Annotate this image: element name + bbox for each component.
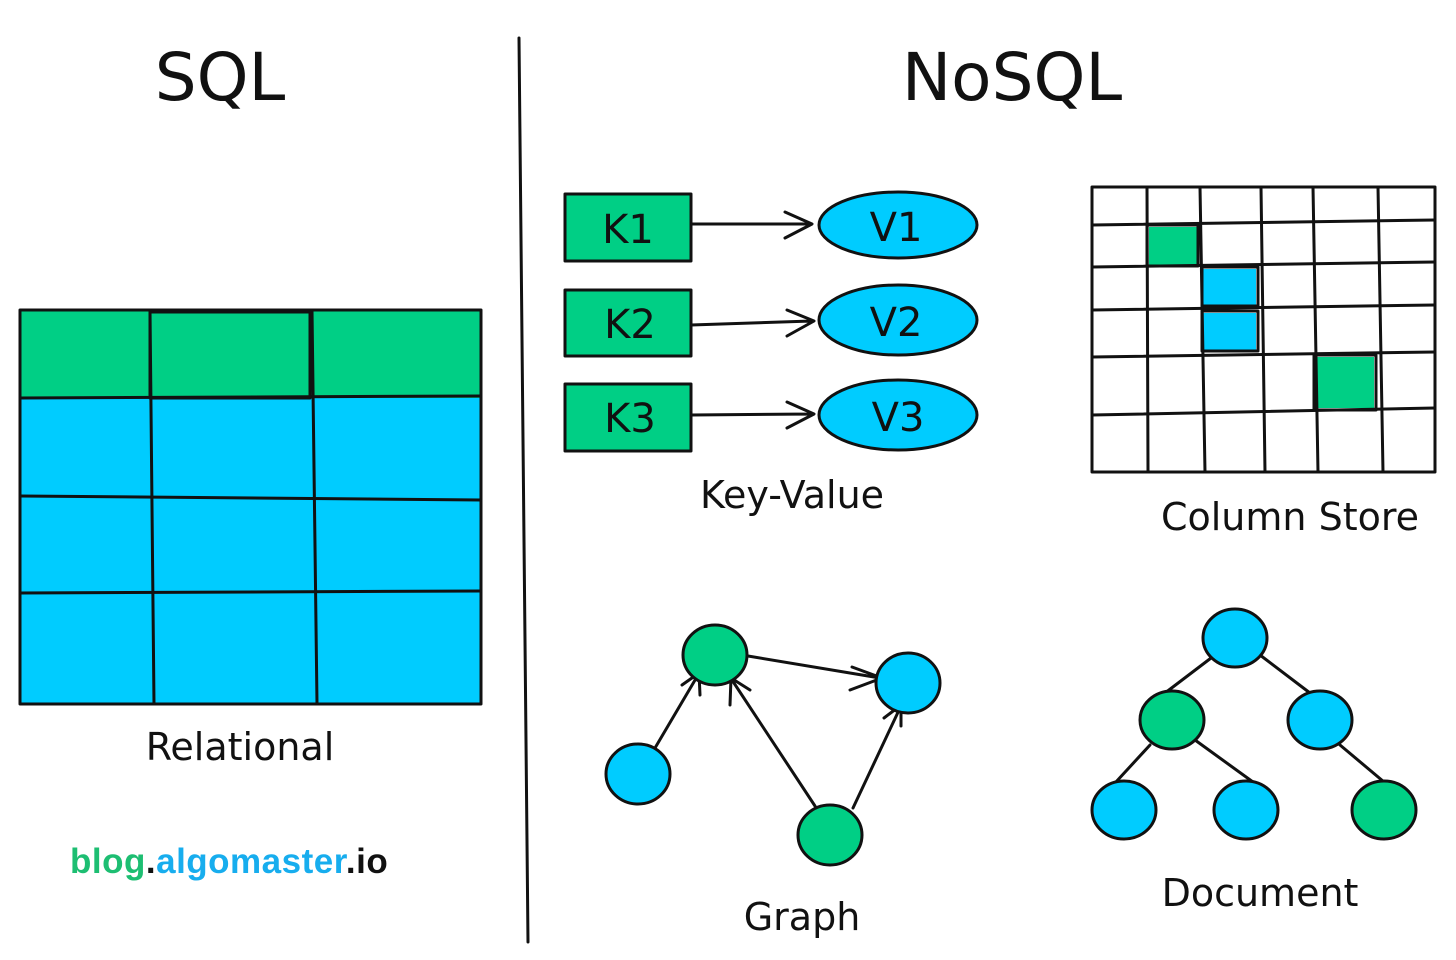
divider	[517, 36, 530, 944]
document-tree	[1090, 607, 1418, 841]
key-2: K2	[604, 302, 656, 348]
logo-dot-1: .	[145, 842, 157, 881]
column-store-grid	[1090, 185, 1437, 474]
value-2: V2	[870, 300, 923, 346]
key-3: K3	[604, 396, 656, 442]
relational-table	[18, 308, 483, 706]
value-1: V1	[870, 205, 923, 251]
key-1: K1	[602, 207, 654, 253]
graph-diagram	[604, 623, 942, 867]
value-3: V3	[872, 395, 925, 441]
key-value-label: Key-Value	[700, 473, 884, 517]
nosql-title: NoSQL	[902, 39, 1123, 116]
blog-logo: blog.algomaster.io	[70, 842, 388, 882]
logo-blog: blog	[70, 842, 146, 881]
column-store-label: Column Store	[1161, 495, 1419, 539]
graph-label: Graph	[744, 895, 861, 939]
logo-algomaster: algomaster	[156, 842, 346, 881]
relational-label: Relational	[146, 725, 335, 769]
key-value-store	[563, 190, 979, 453]
sql-title: SQL	[155, 39, 286, 116]
logo-dot-2: .	[345, 842, 357, 881]
logo-io: io	[356, 842, 389, 881]
document-label: Document	[1162, 871, 1359, 915]
